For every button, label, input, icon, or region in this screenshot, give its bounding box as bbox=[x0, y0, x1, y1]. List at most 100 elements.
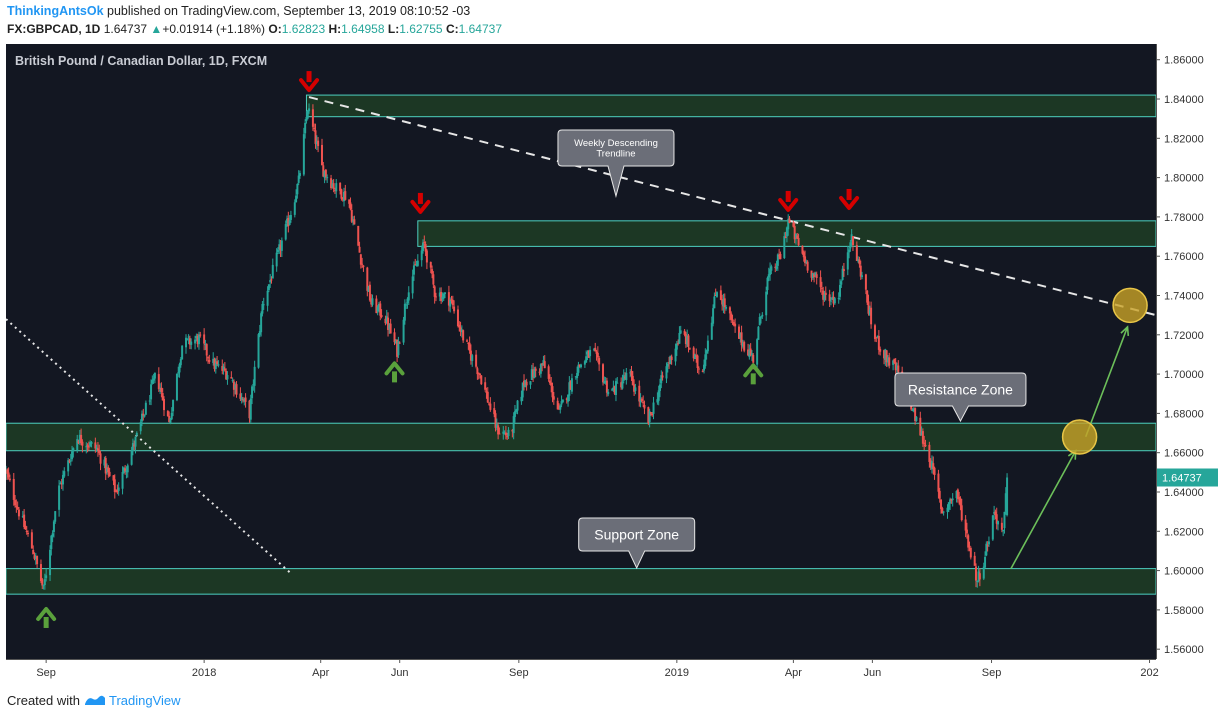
candle-body bbox=[895, 365, 898, 370]
candle-body bbox=[179, 359, 182, 366]
candle-body bbox=[276, 249, 279, 253]
candle-body bbox=[275, 252, 278, 267]
candle-body bbox=[765, 291, 768, 316]
candle-body bbox=[12, 478, 15, 500]
candle-body bbox=[919, 417, 922, 436]
candle-body bbox=[204, 343, 207, 346]
candles-layer bbox=[5, 103, 1009, 590]
candle-body bbox=[353, 219, 356, 225]
candle-body bbox=[260, 313, 263, 333]
candle-body bbox=[625, 372, 628, 381]
candle-body bbox=[262, 304, 265, 306]
candle-body bbox=[594, 347, 597, 352]
candle-body bbox=[106, 468, 109, 472]
price-tick-label: 1.76000 bbox=[1164, 251, 1204, 263]
candle-body bbox=[416, 260, 419, 266]
candle-body bbox=[41, 579, 44, 586]
candle-body bbox=[117, 487, 120, 491]
candle-body bbox=[638, 385, 641, 402]
candle-body bbox=[937, 473, 940, 492]
candle-body bbox=[876, 335, 879, 338]
symbol-summary: FX:GBPCAD, 1D 1.64737 ▲+0.01914 (+1.18%)… bbox=[7, 22, 502, 36]
candle-body bbox=[460, 329, 463, 333]
candle-body bbox=[994, 511, 997, 516]
candle-body bbox=[974, 566, 977, 581]
candle-body bbox=[534, 368, 537, 371]
candle-body bbox=[42, 584, 45, 586]
candle-body bbox=[734, 323, 737, 327]
candle-body bbox=[216, 361, 219, 364]
candle-body bbox=[749, 348, 752, 356]
candle-body bbox=[1002, 529, 1005, 532]
candle-body bbox=[829, 300, 832, 302]
candle-body bbox=[740, 332, 743, 346]
tradingview-link[interactable]: TradingView bbox=[109, 693, 181, 708]
candle-body bbox=[486, 391, 489, 403]
candle-body bbox=[973, 555, 976, 566]
candle-body bbox=[687, 335, 690, 347]
last-price-label: 1.64737 bbox=[1162, 473, 1202, 485]
high-label: H: bbox=[328, 22, 342, 36]
candle-body bbox=[60, 483, 63, 485]
candle-body bbox=[683, 330, 686, 335]
candle-body bbox=[398, 342, 401, 344]
candle-body bbox=[668, 362, 671, 364]
candle-body bbox=[756, 339, 759, 365]
down-arrow-icon bbox=[299, 71, 320, 93]
candle-body bbox=[864, 274, 867, 290]
candle-body bbox=[651, 413, 654, 416]
candle-body bbox=[633, 384, 636, 392]
candle-body bbox=[144, 402, 147, 415]
candle-body bbox=[879, 348, 882, 352]
candle-body bbox=[124, 468, 127, 472]
candle-body bbox=[447, 292, 450, 306]
candle-body bbox=[497, 425, 500, 435]
candle-body bbox=[833, 298, 836, 304]
candle-body bbox=[306, 110, 309, 119]
candle-body bbox=[775, 266, 778, 269]
candle-body bbox=[684, 333, 687, 345]
candle-body bbox=[504, 432, 507, 436]
author-link[interactable]: ThinkingAntsOk bbox=[7, 4, 104, 18]
candle-body bbox=[234, 385, 237, 389]
candle-body bbox=[842, 269, 845, 272]
candle-body bbox=[576, 372, 579, 379]
candle-body bbox=[592, 349, 595, 351]
candle-body bbox=[203, 334, 206, 344]
chart-container[interactable]: Weekly Descending Trendline Resistance Zon… bbox=[5, 44, 1219, 682]
candle-body bbox=[776, 254, 779, 266]
candle-body bbox=[63, 471, 66, 477]
candle-body bbox=[648, 411, 651, 423]
candle-body bbox=[6, 469, 9, 474]
candle-body bbox=[630, 370, 633, 376]
candle-body bbox=[258, 331, 261, 335]
candle-body bbox=[221, 366, 224, 371]
candle-body bbox=[186, 338, 189, 340]
candle-body bbox=[596, 352, 599, 358]
candle-body bbox=[121, 471, 124, 489]
candle-body bbox=[1000, 522, 1003, 530]
candle-body bbox=[190, 341, 193, 345]
candle-body bbox=[819, 277, 822, 288]
candle-body bbox=[207, 357, 210, 359]
candle-body bbox=[181, 345, 184, 360]
candle-body bbox=[68, 460, 71, 462]
candle-body bbox=[565, 398, 568, 400]
candle-body bbox=[344, 191, 347, 200]
candle-body bbox=[81, 441, 84, 446]
target-circle bbox=[1112, 287, 1148, 324]
candle-body bbox=[1004, 493, 1007, 512]
last-price-tag bbox=[1157, 468, 1218, 487]
candle-body bbox=[643, 405, 646, 409]
candle-body bbox=[693, 354, 696, 360]
candle-body bbox=[730, 313, 733, 320]
candle-body bbox=[824, 292, 827, 295]
candle-body bbox=[520, 396, 523, 402]
candle-body bbox=[815, 274, 818, 278]
publish-info: ThinkingAntsOk published on TradingView.… bbox=[7, 4, 470, 18]
created-with-text: Created with bbox=[7, 693, 80, 708]
price-tick-label: 1.86000 bbox=[1164, 55, 1204, 67]
candle-body bbox=[513, 411, 516, 417]
